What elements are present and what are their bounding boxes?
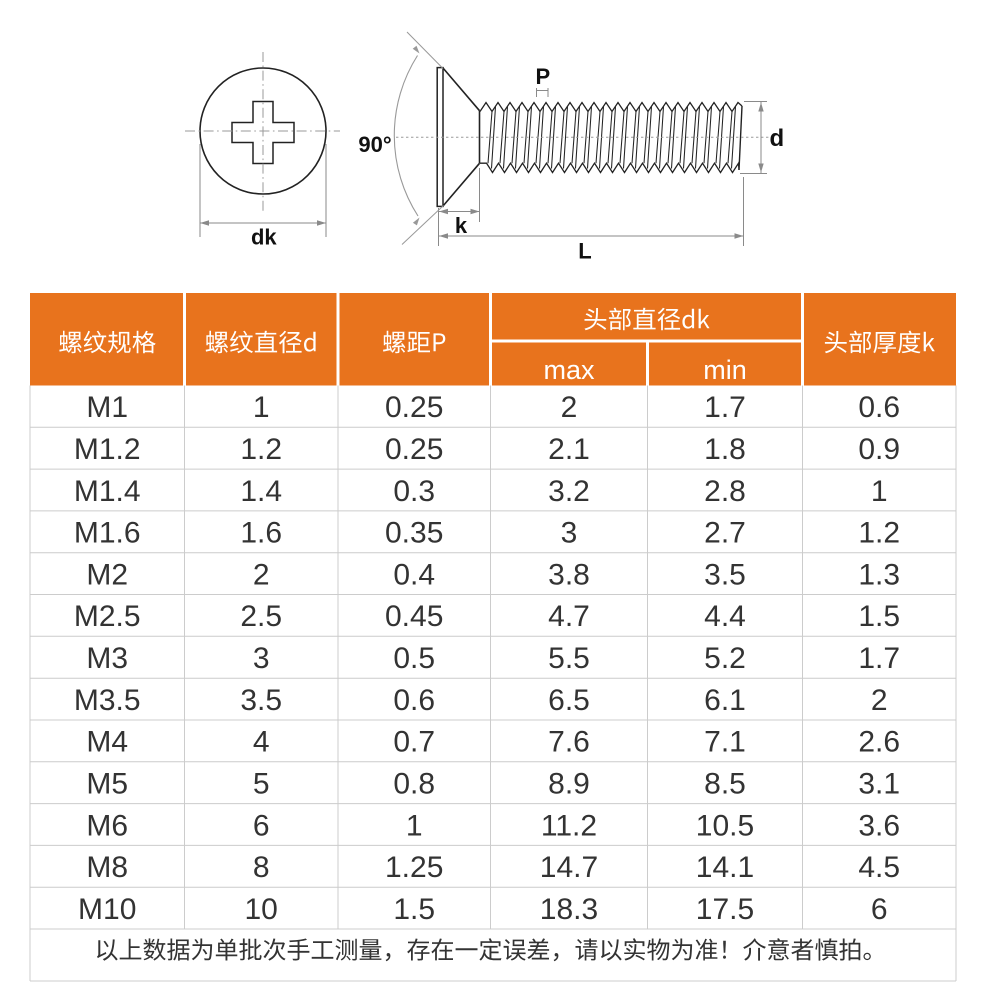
svg-text:1.7: 1.7 — [704, 391, 746, 424]
svg-text:M4: M4 — [86, 726, 128, 759]
svg-text:1: 1 — [406, 809, 423, 842]
svg-text:3.5: 3.5 — [704, 558, 746, 591]
svg-text:1.8: 1.8 — [704, 433, 746, 466]
svg-text:P: P — [535, 64, 550, 89]
svg-text:3.8: 3.8 — [548, 558, 590, 591]
svg-text:8.9: 8.9 — [548, 768, 590, 801]
svg-text:0.45: 0.45 — [385, 600, 443, 633]
svg-text:14.1: 14.1 — [696, 851, 754, 884]
svg-text:8.5: 8.5 — [704, 768, 746, 801]
svg-text:6.1: 6.1 — [704, 684, 746, 717]
svg-text:L: L — [578, 239, 591, 264]
svg-text:18.3: 18.3 — [540, 893, 598, 926]
svg-text:M6: M6 — [86, 809, 128, 842]
svg-text:M1.4: M1.4 — [74, 475, 141, 508]
svg-text:M1: M1 — [86, 391, 128, 424]
svg-text:10.5: 10.5 — [696, 809, 754, 842]
svg-text:1.2: 1.2 — [858, 517, 900, 550]
svg-text:2: 2 — [871, 684, 888, 717]
svg-text:6.5: 6.5 — [548, 684, 590, 717]
svg-text:1.5: 1.5 — [393, 893, 435, 926]
svg-text:6: 6 — [253, 809, 270, 842]
svg-text:M3.5: M3.5 — [74, 684, 141, 717]
svg-text:M10: M10 — [78, 893, 136, 926]
svg-text:M2.5: M2.5 — [74, 600, 141, 633]
svg-text:min: min — [703, 355, 747, 385]
svg-text:4: 4 — [253, 726, 270, 759]
svg-text:0.6: 0.6 — [393, 684, 435, 717]
svg-text:M1.2: M1.2 — [74, 433, 141, 466]
svg-text:M8: M8 — [86, 851, 128, 884]
svg-text:0.25: 0.25 — [385, 433, 443, 466]
svg-text:2.8: 2.8 — [704, 475, 746, 508]
svg-text:1.3: 1.3 — [858, 558, 900, 591]
svg-text:0.8: 0.8 — [393, 768, 435, 801]
svg-text:max: max — [543, 355, 595, 385]
svg-text:3: 3 — [561, 517, 578, 550]
svg-text:5.5: 5.5 — [548, 642, 590, 675]
svg-text:90°: 90° — [358, 132, 391, 157]
svg-text:0.3: 0.3 — [393, 475, 435, 508]
svg-text:2.7: 2.7 — [704, 517, 746, 550]
svg-text:6: 6 — [871, 893, 888, 926]
svg-text:0.6: 0.6 — [858, 391, 900, 424]
svg-text:8: 8 — [253, 851, 270, 884]
svg-text:dk: dk — [251, 225, 277, 250]
svg-text:1.6: 1.6 — [240, 517, 282, 550]
svg-text:1.25: 1.25 — [385, 851, 443, 884]
svg-text:3.5: 3.5 — [240, 684, 282, 717]
svg-text:7.6: 7.6 — [548, 726, 590, 759]
svg-text:4.5: 4.5 — [858, 851, 900, 884]
svg-text:M3: M3 — [86, 642, 128, 675]
svg-text:1: 1 — [253, 391, 270, 424]
svg-text:7.1: 7.1 — [704, 726, 746, 759]
svg-text:2.6: 2.6 — [858, 726, 900, 759]
svg-text:0.7: 0.7 — [393, 726, 435, 759]
svg-text:11.2: 11.2 — [541, 809, 597, 842]
svg-text:2: 2 — [561, 391, 578, 424]
svg-text:2: 2 — [253, 558, 270, 591]
svg-text:0.5: 0.5 — [393, 642, 435, 675]
svg-text:0.4: 0.4 — [393, 558, 435, 591]
svg-text:3.2: 3.2 — [548, 475, 590, 508]
svg-text:2.5: 2.5 — [240, 600, 282, 633]
svg-text:0.35: 0.35 — [385, 517, 443, 550]
svg-text:17.5: 17.5 — [696, 893, 754, 926]
svg-text:10: 10 — [245, 893, 278, 926]
svg-text:M2: M2 — [86, 558, 128, 591]
svg-text:3: 3 — [253, 642, 270, 675]
svg-text:M5: M5 — [86, 768, 128, 801]
svg-text:5.2: 5.2 — [704, 642, 746, 675]
svg-text:3.6: 3.6 — [858, 809, 900, 842]
svg-text:0.9: 0.9 — [858, 433, 900, 466]
svg-text:d: d — [769, 125, 784, 152]
svg-text:5: 5 — [253, 768, 270, 801]
svg-text:M1.6: M1.6 — [74, 517, 141, 550]
svg-text:4.7: 4.7 — [548, 600, 590, 633]
svg-text:14.7: 14.7 — [540, 851, 598, 884]
svg-text:1.4: 1.4 — [240, 475, 282, 508]
svg-text:1.5: 1.5 — [858, 600, 900, 633]
svg-text:3.1: 3.1 — [858, 768, 900, 801]
svg-text:1.2: 1.2 — [240, 433, 282, 466]
svg-text:2.1: 2.1 — [548, 433, 590, 466]
svg-text:0.25: 0.25 — [385, 391, 443, 424]
svg-text:1: 1 — [871, 475, 888, 508]
svg-text:k: k — [455, 213, 468, 238]
svg-text:1.7: 1.7 — [858, 642, 900, 675]
svg-text:4.4: 4.4 — [704, 600, 746, 633]
